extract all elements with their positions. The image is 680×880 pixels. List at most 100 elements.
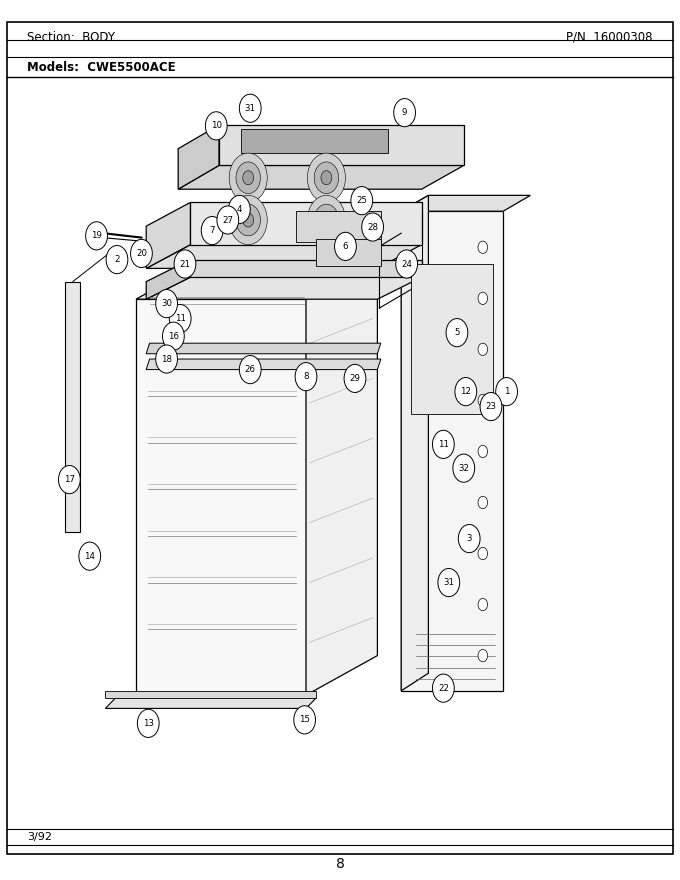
Circle shape bbox=[321, 171, 332, 185]
Text: 13: 13 bbox=[143, 719, 154, 728]
Text: 2: 2 bbox=[114, 255, 120, 264]
Circle shape bbox=[446, 319, 468, 347]
Polygon shape bbox=[105, 698, 316, 708]
Text: 11: 11 bbox=[175, 314, 186, 323]
Text: 1: 1 bbox=[504, 387, 509, 396]
Circle shape bbox=[156, 345, 177, 373]
Text: 22: 22 bbox=[438, 684, 449, 693]
Polygon shape bbox=[401, 211, 503, 691]
Circle shape bbox=[86, 222, 107, 250]
Circle shape bbox=[243, 171, 254, 185]
Text: 11: 11 bbox=[438, 440, 449, 449]
Circle shape bbox=[478, 598, 488, 611]
Circle shape bbox=[294, 706, 316, 734]
Circle shape bbox=[496, 378, 517, 406]
Circle shape bbox=[217, 206, 239, 234]
Text: 3: 3 bbox=[466, 534, 472, 543]
Text: 9: 9 bbox=[402, 108, 407, 117]
Text: 18: 18 bbox=[161, 355, 172, 363]
Text: 16: 16 bbox=[168, 332, 179, 341]
Circle shape bbox=[174, 250, 196, 278]
Circle shape bbox=[396, 250, 418, 278]
Polygon shape bbox=[178, 125, 219, 189]
Text: 7: 7 bbox=[209, 226, 215, 235]
Text: 12: 12 bbox=[460, 387, 471, 396]
Circle shape bbox=[480, 392, 502, 421]
Text: 4: 4 bbox=[237, 205, 242, 214]
Circle shape bbox=[335, 232, 356, 260]
Polygon shape bbox=[190, 202, 422, 245]
Circle shape bbox=[205, 112, 227, 140]
Circle shape bbox=[314, 204, 339, 236]
Text: 20: 20 bbox=[136, 249, 147, 258]
Text: 19: 19 bbox=[91, 231, 102, 240]
Text: 8: 8 bbox=[335, 857, 345, 871]
Polygon shape bbox=[241, 129, 388, 153]
Text: 14: 14 bbox=[84, 552, 95, 561]
Circle shape bbox=[453, 454, 475, 482]
Polygon shape bbox=[105, 691, 316, 698]
Circle shape bbox=[307, 195, 345, 245]
Polygon shape bbox=[136, 260, 377, 299]
Circle shape bbox=[236, 162, 260, 194]
Circle shape bbox=[131, 239, 152, 268]
Circle shape bbox=[295, 363, 317, 391]
Polygon shape bbox=[306, 260, 377, 695]
Circle shape bbox=[106, 246, 128, 274]
Text: 30: 30 bbox=[161, 299, 172, 308]
Text: 6: 6 bbox=[343, 242, 348, 251]
Text: 26: 26 bbox=[245, 365, 256, 374]
Text: 10: 10 bbox=[211, 121, 222, 130]
Polygon shape bbox=[219, 125, 464, 165]
Circle shape bbox=[344, 364, 366, 392]
Text: 17: 17 bbox=[64, 475, 75, 484]
Circle shape bbox=[201, 216, 223, 245]
Circle shape bbox=[58, 466, 80, 494]
Polygon shape bbox=[146, 277, 422, 299]
Text: 3/92: 3/92 bbox=[27, 832, 52, 842]
Circle shape bbox=[351, 187, 373, 215]
Text: 28: 28 bbox=[367, 223, 378, 231]
Circle shape bbox=[478, 547, 488, 560]
Circle shape bbox=[163, 322, 184, 350]
Circle shape bbox=[321, 213, 332, 227]
Circle shape bbox=[478, 445, 488, 458]
Polygon shape bbox=[136, 299, 306, 695]
Text: 29: 29 bbox=[350, 374, 360, 383]
Polygon shape bbox=[411, 264, 493, 414]
Circle shape bbox=[169, 304, 191, 333]
Circle shape bbox=[229, 153, 267, 202]
Circle shape bbox=[229, 195, 267, 245]
Polygon shape bbox=[94, 229, 104, 241]
Circle shape bbox=[239, 356, 261, 384]
Text: 15: 15 bbox=[299, 715, 310, 724]
Text: 23: 23 bbox=[486, 402, 496, 411]
Text: 24: 24 bbox=[401, 260, 412, 268]
Circle shape bbox=[455, 378, 477, 406]
Text: P/N  16000308: P/N 16000308 bbox=[566, 31, 653, 44]
Polygon shape bbox=[401, 195, 530, 211]
Text: 31: 31 bbox=[443, 578, 454, 587]
Circle shape bbox=[228, 195, 250, 224]
Circle shape bbox=[478, 241, 488, 253]
Circle shape bbox=[137, 709, 159, 737]
Polygon shape bbox=[146, 343, 381, 354]
Circle shape bbox=[478, 343, 488, 356]
Circle shape bbox=[236, 204, 260, 236]
Text: 21: 21 bbox=[180, 260, 190, 268]
Circle shape bbox=[156, 290, 177, 318]
Polygon shape bbox=[65, 282, 80, 532]
Circle shape bbox=[458, 524, 480, 553]
Circle shape bbox=[362, 213, 384, 241]
Polygon shape bbox=[178, 165, 464, 189]
Text: Section:  BODY: Section: BODY bbox=[27, 31, 115, 44]
Polygon shape bbox=[146, 202, 190, 268]
Polygon shape bbox=[190, 260, 422, 277]
Circle shape bbox=[394, 99, 415, 127]
Text: 27: 27 bbox=[222, 216, 233, 224]
Text: 25: 25 bbox=[356, 196, 367, 205]
Circle shape bbox=[307, 153, 345, 202]
Circle shape bbox=[478, 496, 488, 509]
Circle shape bbox=[314, 162, 339, 194]
Circle shape bbox=[432, 430, 454, 458]
